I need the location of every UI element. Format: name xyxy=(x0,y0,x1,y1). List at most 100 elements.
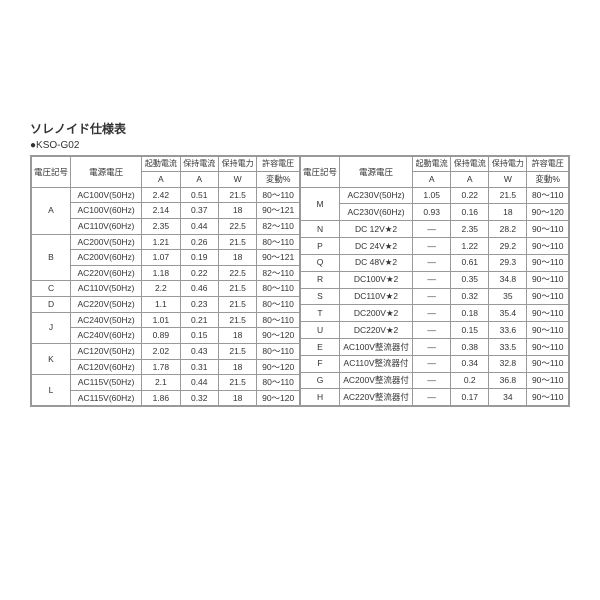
cell-start: 0.93 xyxy=(413,204,451,221)
cell-start: 0.89 xyxy=(142,328,180,344)
table-row: GAC200V整流器付—0.236.890～110 xyxy=(301,372,569,389)
cell-tol: 90～110 xyxy=(527,389,569,406)
cell-holdp: 21.5 xyxy=(218,187,256,203)
cell-code: A xyxy=(32,187,71,234)
cell-holdp: 22.5 xyxy=(218,218,256,234)
cell-start: 1.07 xyxy=(142,250,180,266)
cell-tol: 80～110 xyxy=(257,281,300,297)
left-tbody: AAC100V(50Hz)2.420.5121.580～110AC100V(60… xyxy=(32,187,300,406)
cell-holdp: 36.8 xyxy=(489,372,527,389)
cell-tol: 80～110 xyxy=(257,312,300,328)
cell-tol: 90～110 xyxy=(527,271,569,288)
cell-voltage: AC220V(60Hz) xyxy=(71,265,142,281)
cell-holdc: 0.26 xyxy=(180,234,218,250)
cell-tol: 80～110 xyxy=(257,234,300,250)
cell-voltage: AC230V(60Hz) xyxy=(340,204,413,221)
cell-holdc: 0.16 xyxy=(451,204,489,221)
cell-holdc: 0.61 xyxy=(451,254,489,271)
cell-voltage: AC200V(60Hz) xyxy=(71,250,142,266)
cell-tol: 80～110 xyxy=(527,187,569,204)
hdr-unit-w: W xyxy=(489,172,527,188)
cell-voltage: AC200V(50Hz) xyxy=(71,234,142,250)
cell-holdc: 0.34 xyxy=(451,355,489,372)
cell-holdc: 0.32 xyxy=(180,390,218,406)
cell-tol: 90～110 xyxy=(527,254,569,271)
cell-holdp: 21.5 xyxy=(218,343,256,359)
cell-tol: 82～110 xyxy=(257,218,300,234)
cell-holdp: 21.5 xyxy=(489,187,527,204)
cell-start: — xyxy=(413,355,451,372)
cell-holdc: 0.19 xyxy=(180,250,218,266)
cell-voltage: AC110V(50Hz) xyxy=(71,281,142,297)
hdr-code: 電圧記号 xyxy=(32,157,71,188)
left-table: 電圧記号 電源電圧 起動電流 保持電流 保持電力 許容電圧 A A W 変動% … xyxy=(31,156,300,406)
table-row: JAC240V(50Hz)1.010.2121.580～110 xyxy=(32,312,300,328)
cell-start: — xyxy=(413,238,451,255)
cell-start: — xyxy=(413,338,451,355)
cell-voltage: AC230V(50Hz) xyxy=(340,187,413,204)
cell-holdp: 22.5 xyxy=(218,265,256,281)
cell-holdp: 35.4 xyxy=(489,305,527,322)
table-row: AC100V(60Hz)2.140.371890～121 xyxy=(32,203,300,219)
cell-holdc: 0.15 xyxy=(180,328,218,344)
cell-code: J xyxy=(32,312,71,343)
table-row: CAC110V(50Hz)2.20.4621.580～110 xyxy=(32,281,300,297)
cell-holdp: 18 xyxy=(218,250,256,266)
cell-voltage: AC240V(60Hz) xyxy=(71,328,142,344)
cell-voltage: DC200V★2 xyxy=(340,305,413,322)
cell-code: N xyxy=(301,221,340,238)
cell-tol: 90～110 xyxy=(527,238,569,255)
cell-holdc: 0.22 xyxy=(451,187,489,204)
cell-start: 1.01 xyxy=(142,312,180,328)
cell-holdp: 21.5 xyxy=(218,312,256,328)
cell-holdc: 0.31 xyxy=(180,359,218,375)
hdr-hold-p: 保持電力 xyxy=(489,157,527,172)
cell-tol: 90～110 xyxy=(527,305,569,322)
cell-voltage: AC110V整流器付 xyxy=(340,355,413,372)
cell-holdc: 0.21 xyxy=(180,312,218,328)
cell-tol: 90～120 xyxy=(257,328,300,344)
cell-holdp: 18 xyxy=(218,359,256,375)
cell-holdp: 21.5 xyxy=(218,281,256,297)
hdr-code: 電圧記号 xyxy=(301,157,340,188)
cell-holdp: 34.8 xyxy=(489,271,527,288)
cell-holdc: 0.15 xyxy=(451,322,489,339)
cell-holdp: 18 xyxy=(218,203,256,219)
tables-container: 電圧記号 電源電圧 起動電流 保持電流 保持電力 許容電圧 A A W 変動% … xyxy=(30,155,570,407)
cell-voltage: AC220V整流器付 xyxy=(340,389,413,406)
table-title: ソレノイド仕様表 xyxy=(30,120,570,137)
cell-holdp: 28.2 xyxy=(489,221,527,238)
cell-holdc: 2.35 xyxy=(451,221,489,238)
cell-voltage: AC100V(60Hz) xyxy=(71,203,142,219)
right-table: 電圧記号 電源電圧 起動電流 保持電流 保持電力 許容電圧 A A W 変動% … xyxy=(300,156,569,406)
cell-holdc: 0.23 xyxy=(180,297,218,313)
cell-holdp: 29.2 xyxy=(489,238,527,255)
cell-code: Q xyxy=(301,254,340,271)
cell-start: — xyxy=(413,305,451,322)
cell-holdc: 0.17 xyxy=(451,389,489,406)
cell-holdp: 33.6 xyxy=(489,322,527,339)
cell-holdc: 0.32 xyxy=(451,288,489,305)
cell-holdc: 0.18 xyxy=(451,305,489,322)
cell-start: 2.2 xyxy=(142,281,180,297)
cell-holdc: 0.22 xyxy=(180,265,218,281)
cell-voltage: AC240V(50Hz) xyxy=(71,312,142,328)
table-row: UDC220V★2—0.1533.690～110 xyxy=(301,322,569,339)
cell-code: L xyxy=(32,375,71,406)
cell-code: F xyxy=(301,355,340,372)
cell-tol: 80～110 xyxy=(257,187,300,203)
table-subtitle: ●KSO-G02 xyxy=(30,140,570,151)
hdr-hold-c: 保持電流 xyxy=(180,157,218,172)
cell-start: — xyxy=(413,254,451,271)
cell-holdp: 29.3 xyxy=(489,254,527,271)
cell-voltage: DC100V★2 xyxy=(340,271,413,288)
hdr-unit-a1: A xyxy=(413,172,451,188)
cell-holdc: 0.2 xyxy=(451,372,489,389)
table-row: HAC220V整流器付—0.173490～110 xyxy=(301,389,569,406)
cell-holdp: 33.5 xyxy=(489,338,527,355)
cell-code: U xyxy=(301,322,340,339)
cell-voltage: AC115V(60Hz) xyxy=(71,390,142,406)
cell-code: C xyxy=(32,281,71,297)
table-row: EAC100V整流器付—0.3833.590～110 xyxy=(301,338,569,355)
cell-tol: 90～121 xyxy=(257,203,300,219)
